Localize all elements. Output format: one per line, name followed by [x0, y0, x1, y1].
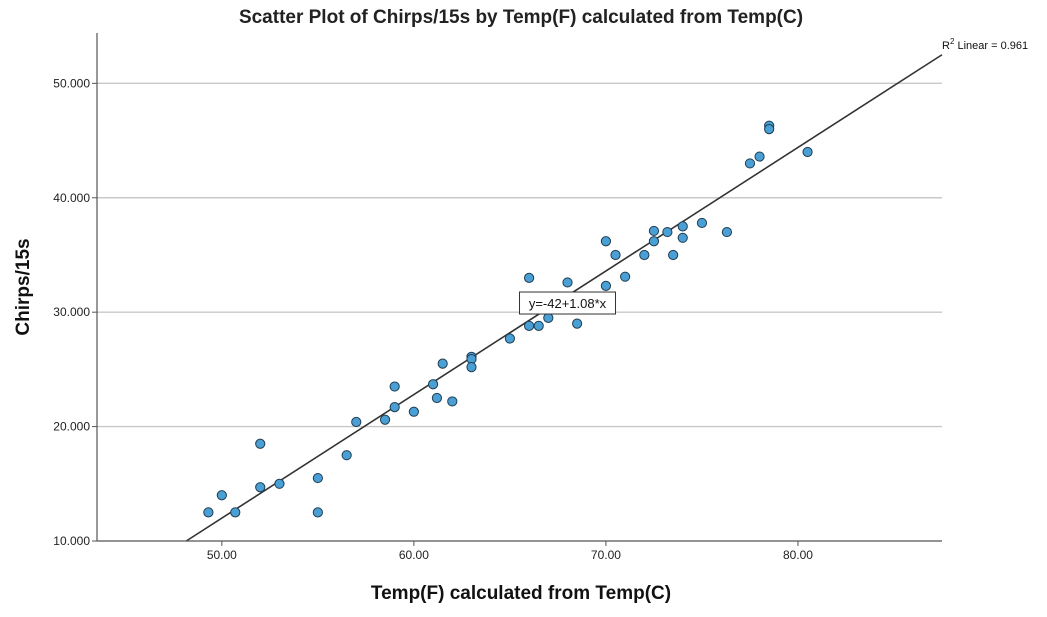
tick-labels: 10.000 20.000 30.000 40.000 50.000 50.00 60.00…: [53, 76, 813, 562]
data-point: [572, 318, 583, 329]
data-point: [274, 478, 285, 489]
data-point: [754, 151, 765, 162]
x-tick-label: 80.00: [783, 548, 813, 562]
data-point: [533, 320, 544, 332]
r2-prefix: R: [942, 40, 950, 52]
equation-box: [519, 291, 617, 315]
x-tick-label: 70.00: [591, 548, 621, 562]
data-point: [437, 358, 448, 369]
x-axis-label: Temp(F) calculated from Temp(C): [371, 583, 671, 604]
y-tick-label: 20.000: [53, 420, 90, 434]
y-tick-label: 10.000: [53, 534, 90, 548]
data-point: [610, 249, 621, 261]
data-point: [524, 272, 535, 283]
data-point: [431, 392, 443, 404]
y-tick-label: 50.000: [53, 76, 90, 90]
data-point: [648, 236, 660, 247]
data-point: [408, 406, 419, 417]
data-point: [543, 312, 554, 323]
data-point: [504, 333, 515, 344]
data-point: [639, 249, 650, 261]
data-point: [677, 221, 688, 232]
x-tick-label: 60.00: [399, 548, 429, 562]
r2-text: Linear = 0.961: [954, 40, 1028, 52]
data-point: [312, 472, 323, 484]
data-point: [427, 379, 439, 390]
data-point: [203, 507, 214, 518]
r2-linear-label: R2 Linear = 0.961: [942, 37, 1028, 52]
data-point: [255, 438, 266, 449]
data-point: [351, 416, 362, 428]
data-point: [341, 450, 352, 461]
data-point: [466, 361, 477, 373]
y-axis-label: Chirps/15s: [13, 238, 34, 335]
data-point: [230, 507, 241, 518]
x-tick-label: 50.00: [207, 548, 237, 562]
data-points: [203, 120, 813, 518]
data-point: [677, 232, 688, 243]
data-point: [562, 277, 573, 288]
data-point: [255, 482, 266, 493]
axes: [92, 33, 942, 546]
data-point: [312, 507, 323, 518]
chart-title: Scatter Plot of Chirps/15s by Temp(F) ca…: [239, 7, 803, 28]
y-tick-label: 30.000: [53, 305, 90, 319]
data-point: [379, 414, 391, 425]
data-point: [216, 490, 227, 501]
annotations: R2 Linear = 0.961 y=-42+1.08*x: [519, 37, 1028, 315]
data-point: [802, 146, 813, 158]
data-point: [648, 225, 660, 237]
data-point: [447, 396, 458, 407]
data-point: [721, 226, 733, 238]
data-point: [600, 236, 612, 247]
data-point: [764, 124, 775, 135]
data-point: [744, 158, 756, 169]
data-point: [600, 280, 612, 291]
gridlines: [97, 82, 942, 428]
data-point: [524, 320, 535, 332]
data-point: [389, 402, 400, 413]
data-point: [620, 271, 631, 282]
data-point: [668, 249, 679, 261]
data-point: [662, 226, 673, 238]
data-point: [696, 217, 708, 229]
r2-superscript: 2: [950, 37, 955, 46]
y-tick-label: 40.000: [53, 191, 90, 205]
equation-label: y=-42+1.08*x: [529, 296, 607, 311]
data-point: [389, 381, 400, 392]
